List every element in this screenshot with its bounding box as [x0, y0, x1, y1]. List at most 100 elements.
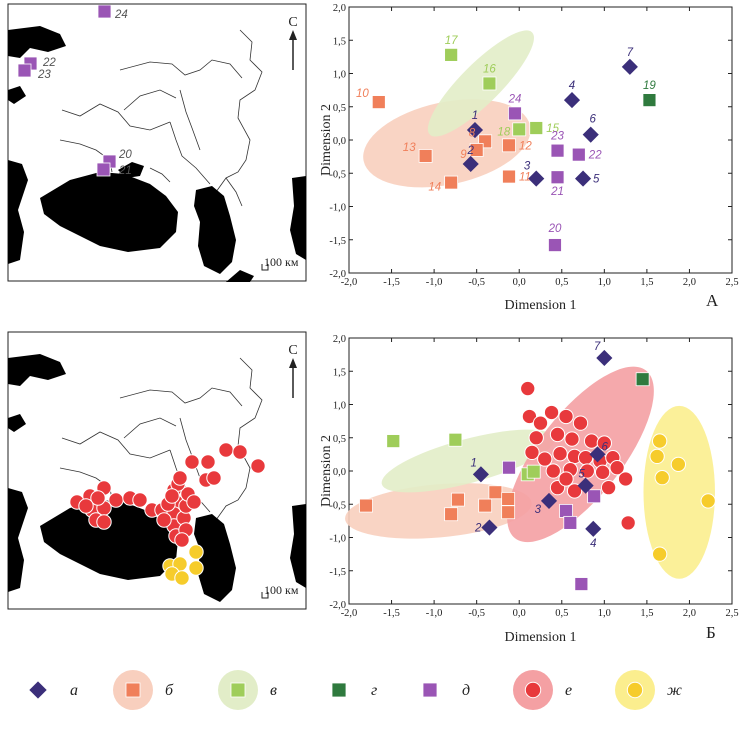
marker-circle	[545, 463, 561, 479]
point-label: 20	[548, 223, 562, 235]
marker-square	[571, 147, 586, 162]
y-tick-label: 1,0	[333, 401, 346, 412]
y-tick-label: -1,5	[329, 236, 346, 247]
x-tick-label: -1,5	[383, 277, 400, 288]
x-tick-label: 1,0	[598, 608, 611, 619]
x-axis-title: Dimension 1	[505, 630, 577, 645]
marker-square	[482, 76, 497, 91]
scatter-chart-a: -2,0 -1,5 -1,0 -0,5 0,0 0,5 1,0 1,5 2,0 2,5 -2,0 -1…	[319, 3, 739, 313]
marker-diamond	[540, 492, 558, 509]
north-arrow: С	[288, 15, 298, 70]
y-tick-label: 0,0	[333, 467, 346, 478]
map-site-circle	[250, 458, 266, 474]
point-label: 17	[445, 35, 458, 47]
point-label: 12	[519, 140, 532, 152]
y-tick-label: -2,0	[329, 269, 346, 280]
marker-circle	[700, 493, 716, 509]
point-label: 5	[578, 469, 585, 481]
point-label: 1	[472, 110, 478, 122]
point-label: 4	[590, 538, 596, 550]
x-tick-label: 1,5	[640, 277, 653, 288]
map-site-circle	[186, 494, 202, 510]
x-tick-label: 1,0	[598, 277, 611, 288]
marker-diamond	[563, 92, 581, 109]
marker-square	[501, 492, 516, 506]
marker-diamond	[462, 155, 479, 172]
marker-diamond	[481, 519, 498, 536]
map-b-points	[69, 442, 266, 586]
marker-circle	[626, 681, 644, 699]
marker-circle	[537, 451, 553, 467]
x-tick-label: 2,0	[683, 608, 696, 619]
map-site-circle	[174, 532, 190, 548]
x-tick-label: 2,0	[683, 277, 696, 288]
map-site-circle	[174, 570, 190, 586]
point-label: 11	[519, 172, 531, 184]
marker-square	[550, 143, 565, 158]
point-label: 24	[508, 93, 522, 105]
marker-square	[451, 492, 465, 507]
point-label: 2	[474, 523, 482, 535]
map-site-marker	[96, 162, 111, 177]
north-label: С	[288, 15, 297, 30]
y-tick-label: 0,0	[333, 136, 346, 147]
map-water-bodies	[8, 26, 306, 282]
marker-square	[526, 464, 541, 479]
marker-circle	[652, 546, 668, 562]
x-tick-label: -1,0	[426, 277, 443, 288]
point-label: 16	[483, 63, 496, 75]
point-label: 14	[428, 182, 441, 194]
map-site-label: 20	[118, 149, 132, 161]
scale-label: 100 км	[264, 255, 299, 269]
legend-label: г	[371, 682, 377, 699]
point-label: 2	[467, 145, 475, 157]
legend-label: в	[270, 682, 277, 699]
marker-square	[444, 175, 459, 190]
cluster-ellipse	[427, 30, 534, 137]
x-tick-label: 0,0	[513, 608, 526, 619]
point-label: 10	[356, 88, 369, 100]
legend-label: б	[165, 682, 174, 699]
marker-square	[502, 169, 516, 184]
x-tick-label: -0,5	[468, 277, 485, 288]
marker-square	[563, 515, 578, 530]
y-tick-label: 0,5	[333, 103, 346, 114]
map-site-label: 24	[114, 9, 128, 21]
marker-diamond	[621, 58, 638, 75]
marker-circle	[524, 681, 542, 699]
y-tick-label: -2,0	[329, 600, 346, 611]
marker-square	[230, 682, 246, 698]
y-tick-label: 1,5	[333, 367, 346, 378]
x-tick-label: 0,5	[555, 608, 568, 619]
x-tick-label: 0,5	[555, 277, 568, 288]
legend-label: ж	[667, 682, 682, 699]
marker-square	[444, 47, 459, 62]
marker-square	[418, 149, 433, 163]
map-site-label: 22	[42, 57, 56, 69]
marker-square	[548, 238, 562, 252]
point-label: 9	[460, 149, 467, 161]
marker-circle	[558, 408, 574, 425]
north-arrow: С	[288, 343, 298, 398]
marker-square	[635, 372, 650, 387]
marker-circle	[609, 460, 625, 476]
x-tick-label: 0,0	[513, 277, 526, 288]
y-axis-title: Dimension 2	[319, 104, 334, 176]
marker-square	[512, 122, 527, 137]
marker-circle	[528, 430, 544, 446]
point-label: 3	[535, 504, 542, 516]
marker-diamond	[582, 126, 599, 143]
y-tick-label: 1,5	[333, 36, 346, 47]
marker-diamond	[585, 520, 602, 537]
map-site-marker	[17, 63, 32, 78]
marker-diamond	[574, 170, 592, 187]
marker-circle	[558, 471, 574, 487]
marker-circle	[670, 456, 687, 473]
marker-circle	[583, 433, 600, 449]
marker-diamond	[29, 681, 47, 699]
point-label: 18	[497, 126, 510, 138]
legend-label: а	[70, 682, 78, 699]
marker-square	[550, 170, 565, 185]
marker-circle	[564, 431, 580, 447]
x-tick-label: -1,0	[426, 608, 443, 619]
